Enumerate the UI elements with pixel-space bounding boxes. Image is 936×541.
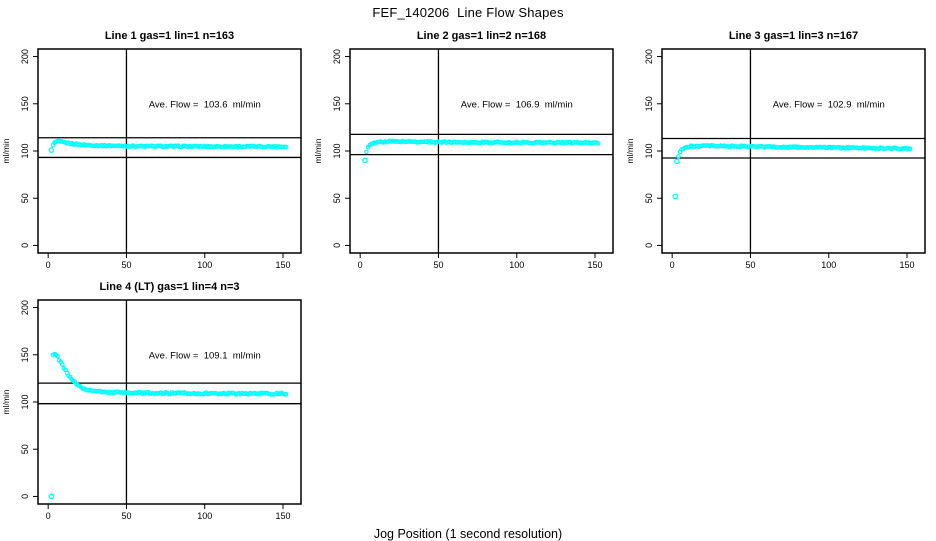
y-tick-label: 50 [644, 193, 654, 203]
x-axis-title: Jog Position (1 second resolution) [373, 527, 563, 541]
y-tick-label: 150 [332, 96, 342, 111]
data-point [595, 141, 601, 146]
data-points [676, 143, 913, 159]
panel-line-3: Line 3 gas=1 lin=3 n=167 0 50 100 150 0 50 100… [624, 26, 936, 277]
data-points [50, 138, 289, 150]
x-tick-label: 0 [46, 260, 51, 270]
x-tick-label: 150 [275, 511, 290, 521]
y-axis-unit-label: ml/min [313, 138, 323, 163]
panel-title: Line 2 gas=1 lin=2 n=168 [416, 30, 547, 42]
data-point [283, 144, 289, 150]
data-point [676, 154, 681, 159]
outlier-point [48, 147, 55, 153]
outlier-point [674, 158, 680, 165]
y-axis-unit-label: ml/min [1, 138, 11, 163]
x-tick-label: 150 [899, 260, 914, 270]
x-tick-label: 100 [197, 260, 212, 270]
scatter-plot-line-2: 0 50 100 150 0 50 100 150 200 ml/min Ave. Flow = 1… [313, 48, 614, 270]
ave-flow-label: Ave. Flow = 102.9 ml/min [773, 100, 885, 111]
data-points [50, 351, 289, 397]
y-tick-label: 0 [644, 243, 654, 248]
x-tick-label: 100 [197, 511, 212, 521]
y-tick-label: 200 [20, 49, 30, 64]
scatter-plot-line-4: 0 50 100 150 0 50 100 150 200 ml/min Ave. Flow = 1… [1, 299, 302, 521]
y-tick-label: 50 [20, 444, 30, 454]
x-tick-label: 0 [670, 260, 675, 270]
x-tick-label: 50 [745, 260, 755, 270]
panel-title: Line 4 (LT) gas=1 lin=4 n=3 [99, 281, 240, 293]
y-tick-label: 100 [332, 143, 342, 158]
panel-line-2: Line 2 gas=1 lin=2 n=168 0 50 100 150 0 50 100… [312, 26, 624, 277]
y-tick-label: 200 [20, 300, 30, 315]
y-tick-label: 200 [332, 49, 342, 64]
scatter-plot-line-3: 0 50 100 150 0 50 100 150 200 ml/min Ave. Flow = 1… [625, 48, 926, 270]
plot-box [37, 48, 302, 254]
y-tick-label: 50 [332, 193, 342, 203]
ave-flow-label: Ave. Flow = 106.9 ml/min [461, 100, 573, 111]
panel-title: Line 3 gas=1 lin=3 n=167 [728, 30, 859, 42]
plot-box [37, 299, 302, 505]
x-tick-label: 150 [587, 260, 602, 270]
x-tick-label: 50 [121, 260, 131, 270]
panel-line-1: Line 1 gas=1 lin=1 n=163 0 50 100 150 0 50 100… [0, 26, 312, 277]
y-tick-label: 150 [20, 96, 30, 111]
y-tick-label: 150 [644, 96, 654, 111]
y-tick-label: 100 [20, 143, 30, 158]
y-tick-label: 100 [644, 143, 654, 158]
ave-flow-label: Ave. Flow = 109.1 ml/min [149, 351, 261, 362]
y-tick-label: 50 [20, 193, 30, 203]
y-axis-unit-label: ml/min [1, 389, 11, 414]
data-points [364, 138, 601, 155]
ave-flow-label: Ave. Flow = 103.6 ml/min [149, 100, 261, 111]
scatter-plot-line-1: 0 50 100 150 0 50 100 150 200 ml/min Ave. Flow = 1… [1, 48, 302, 270]
data-point [55, 354, 60, 359]
y-tick-label: 150 [20, 347, 30, 362]
data-point [283, 391, 289, 397]
data-point [364, 149, 369, 155]
data-point [907, 146, 913, 152]
outlier-point [672, 193, 679, 200]
x-tick-label: 0 [358, 260, 363, 270]
chart-grid: Line 1 gas=1 lin=1 n=163 0 50 100 150 0 50 100… [0, 26, 936, 528]
x-tick-label: 150 [275, 260, 290, 270]
y-tick-label: 0 [332, 243, 342, 248]
y-tick-label: 200 [644, 49, 654, 64]
x-tick-label: 0 [46, 511, 51, 521]
y-tick-label: 0 [20, 494, 30, 499]
panel-line-4: Line 4 (LT) gas=1 lin=4 n=3 0 50 100 150 0 50… [0, 277, 312, 528]
plot-box [349, 48, 614, 254]
y-tick-label: 100 [20, 394, 30, 409]
x-tick-label: 50 [121, 511, 131, 521]
outlier-point [48, 493, 55, 500]
figure-title: FEF_140206 Line Flow Shapes [372, 5, 564, 20]
x-tick-label: 50 [433, 260, 443, 270]
y-axis-unit-label: ml/min [625, 138, 635, 163]
data-point [59, 362, 65, 367]
outlier-point [362, 157, 368, 164]
x-tick-label: 100 [821, 260, 836, 270]
x-tick-label: 100 [509, 260, 524, 270]
panel-title: Line 1 gas=1 lin=1 n=163 [104, 30, 235, 42]
y-tick-label: 0 [20, 243, 30, 248]
